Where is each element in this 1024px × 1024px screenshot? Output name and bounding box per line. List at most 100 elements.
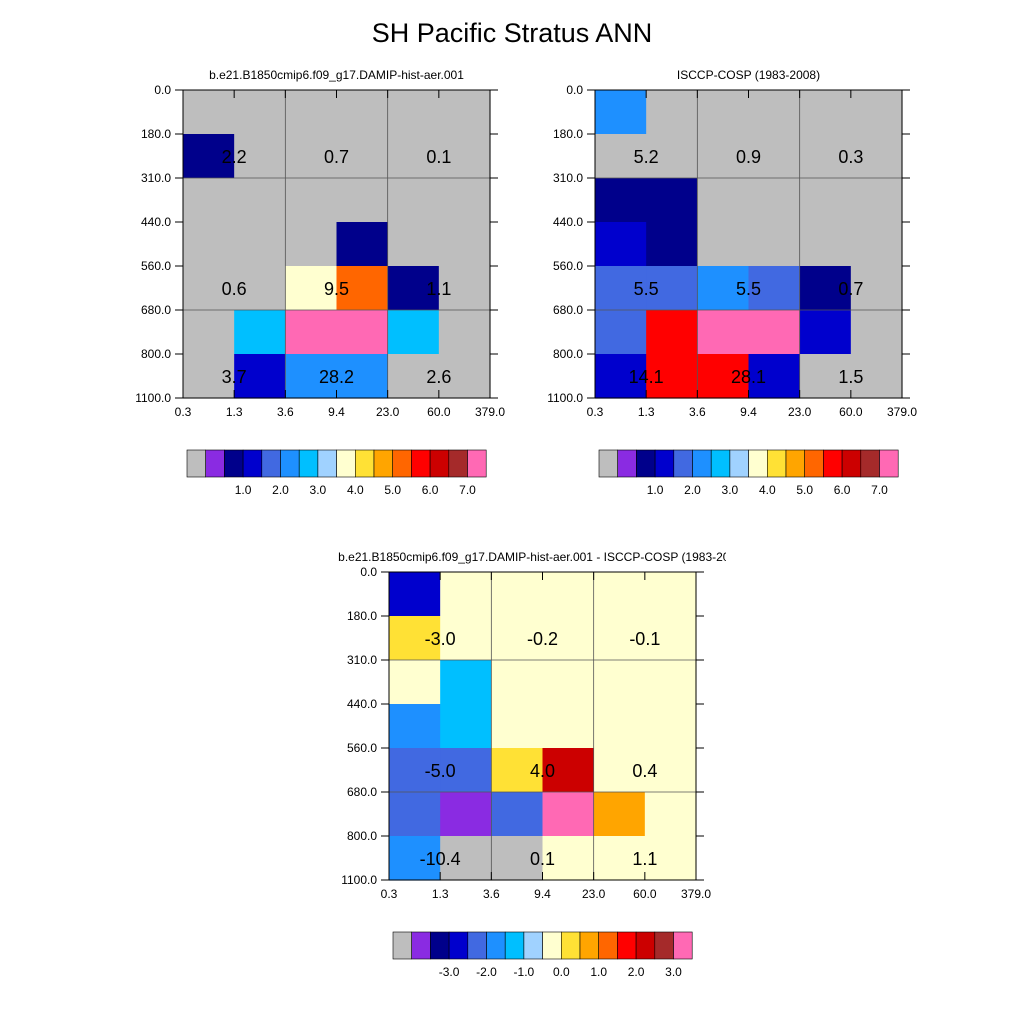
histogram-cell xyxy=(799,178,852,223)
histogram-cell xyxy=(542,836,595,881)
histogram-cell xyxy=(542,792,595,837)
histogram-cell xyxy=(285,310,338,355)
cell-annotation: 0.9 xyxy=(736,147,761,167)
histogram-cell xyxy=(389,792,441,837)
colorbar-swatch xyxy=(224,449,244,478)
histogram-cell xyxy=(234,266,286,311)
cell-annotation: -3.0 xyxy=(425,629,456,649)
histogram-cell xyxy=(593,704,646,749)
cell-annotation: 1.1 xyxy=(426,279,451,299)
cell-annotation: 5.5 xyxy=(736,279,761,299)
histogram-cell xyxy=(748,178,801,223)
cell-annotation: 0.7 xyxy=(324,147,349,167)
histogram-cell xyxy=(389,704,441,749)
cell-annotation: 9.5 xyxy=(324,279,349,299)
histogram-cell xyxy=(387,354,440,399)
cell-annotation: 1.5 xyxy=(838,367,863,387)
x-tick-label: 23.0 xyxy=(788,405,812,419)
histogram-cell xyxy=(646,266,698,311)
colorbar-swatch xyxy=(636,449,656,478)
x-tick-label: 0.3 xyxy=(381,887,398,901)
x-tick-label: 0.3 xyxy=(587,405,604,419)
colorbar-swatch xyxy=(654,449,675,478)
histogram-cell xyxy=(183,178,235,223)
histogram-cell xyxy=(183,310,235,355)
histogram-cell xyxy=(440,748,492,793)
histogram-cell xyxy=(748,310,801,355)
colorbar-tick-label: 3.0 xyxy=(722,483,739,497)
x-tick-label: 379.0 xyxy=(887,405,917,419)
histogram-cell xyxy=(387,178,440,223)
colorbar-swatch xyxy=(336,449,356,478)
difference-histogram-panel: b.e21.B1850cmip6.f09_g17.DAMIP-hist-aer.… xyxy=(338,550,726,979)
histogram-cell xyxy=(644,704,697,749)
histogram-cell xyxy=(440,836,492,881)
colorbar-swatch xyxy=(430,931,450,960)
histogram-cell xyxy=(748,134,801,179)
cell-annotation: 2.6 xyxy=(426,367,451,387)
histogram-cell xyxy=(644,616,697,661)
colorbar-tick-label: 4.0 xyxy=(759,483,776,497)
cell-annotation: 1.1 xyxy=(632,849,657,869)
histogram-cell xyxy=(234,90,286,135)
page-title: SH Pacific Stratus ANN xyxy=(371,18,653,48)
colorbar-tick-label: -1.0 xyxy=(514,965,535,979)
cell-annotation: 5.5 xyxy=(634,279,659,299)
colorbar-swatch xyxy=(598,931,618,960)
panel-title: ISCCP-COSP (1983-2008) xyxy=(677,68,820,82)
histogram-cell xyxy=(697,310,750,355)
histogram-cell xyxy=(438,354,491,399)
y-tick-label: 180.0 xyxy=(141,127,171,141)
colorbar-swatch xyxy=(392,931,413,960)
y-tick-label: 560.0 xyxy=(553,259,583,273)
histogram-cell xyxy=(850,90,903,135)
y-tick-label: 680.0 xyxy=(553,303,583,317)
histogram-cell xyxy=(799,266,852,311)
colorbar-swatch xyxy=(448,931,469,960)
histogram-cell xyxy=(389,748,441,793)
colorbar-swatch xyxy=(467,449,487,478)
x-tick-label: 60.0 xyxy=(633,887,657,901)
histogram-cell xyxy=(850,354,903,399)
x-tick-label: 9.4 xyxy=(328,405,345,419)
y-tick-label: 0.0 xyxy=(360,565,377,579)
colorbar-tick-label: 2.0 xyxy=(272,483,289,497)
x-tick-label: 1.3 xyxy=(638,405,655,419)
x-tick-label: 23.0 xyxy=(376,405,400,419)
y-tick-label: 0.0 xyxy=(566,83,583,97)
x-tick-label: 1.3 xyxy=(432,887,449,901)
colorbar-tick-label: 0.0 xyxy=(553,965,570,979)
colorbar-tick-label: 7.0 xyxy=(459,483,476,497)
histogram-cell xyxy=(646,310,698,355)
cell-annotation: 0.1 xyxy=(530,849,555,869)
histogram-cell xyxy=(183,222,235,267)
colorbar-swatch xyxy=(692,449,712,478)
y-tick-label: 680.0 xyxy=(347,785,377,799)
colorbar-swatch xyxy=(617,449,637,478)
colorbar-swatch xyxy=(317,449,337,478)
histogram-cell xyxy=(389,660,441,705)
x-tick-label: 3.6 xyxy=(277,405,294,419)
y-tick-label: 800.0 xyxy=(347,829,377,843)
colorbar-tick-label: -2.0 xyxy=(476,965,497,979)
histogram-cell xyxy=(234,310,286,355)
histogram-cell xyxy=(644,660,697,705)
cell-annotation: 4.0 xyxy=(530,761,555,781)
histogram-cell xyxy=(542,704,595,749)
histogram-cell xyxy=(387,266,440,311)
x-tick-label: 379.0 xyxy=(681,887,711,901)
cell-annotation: -0.2 xyxy=(527,629,558,649)
cell-annotation: 28.2 xyxy=(319,367,354,387)
histogram-cell xyxy=(646,134,698,179)
panel-title: b.e21.B1850cmip6.f09_g17.DAMIP-hist-aer.… xyxy=(338,550,726,564)
y-tick-label: 180.0 xyxy=(347,609,377,623)
histogram-cell xyxy=(748,266,801,311)
cell-annotation: 3.7 xyxy=(222,367,247,387)
y-tick-label: 0.0 xyxy=(154,83,171,97)
cell-annotation: -10.4 xyxy=(420,849,461,869)
cell-annotation: 0.6 xyxy=(222,279,247,299)
cell-annotation: 0.7 xyxy=(838,279,863,299)
colorbar-swatch xyxy=(598,449,619,478)
histogram-cell xyxy=(850,134,903,179)
histogram-cell xyxy=(593,660,646,705)
